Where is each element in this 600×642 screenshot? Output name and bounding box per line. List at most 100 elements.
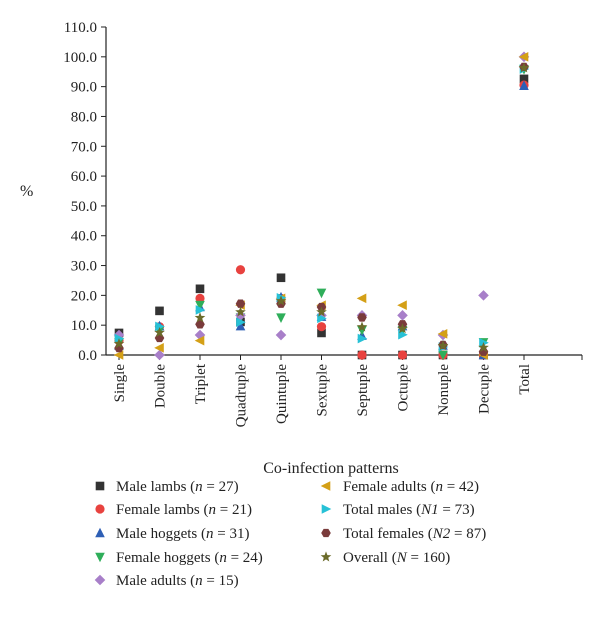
data-point [438, 350, 448, 361]
data-point [113, 338, 125, 349]
data-point [357, 350, 367, 360]
legend-item: Male adults (n = 15) [94, 573, 239, 589]
x-tick-label: Septuple [355, 364, 371, 417]
x-tick-label: Octuple [396, 364, 412, 412]
data-point [397, 350, 408, 360]
y-tick-label: 100.0 [63, 50, 97, 66]
legend-item: Female hoggets (n = 24) [95, 550, 263, 566]
data-point [113, 350, 124, 360]
data-point [356, 321, 368, 332]
y-axis-title: % [20, 183, 33, 200]
data-point [479, 337, 489, 348]
data-point [316, 322, 327, 332]
y-tick-label: 0.0 [78, 348, 97, 364]
data-point [155, 306, 164, 316]
data-point [519, 80, 529, 91]
legend-marker [95, 481, 105, 491]
data-point [356, 293, 367, 304]
x-tick-label: Total [517, 364, 533, 395]
legend-label: Male hoggets (n = 31) [116, 526, 249, 542]
data-point [195, 320, 205, 329]
legend-marker [320, 481, 331, 491]
legend-label: Total females (N2 = 87) [343, 526, 486, 542]
y-tick-label: 40.0 [71, 229, 97, 245]
legend-marker [320, 551, 332, 562]
data-point [397, 323, 408, 334]
legend-item: Total females (N2 = 87) [321, 526, 486, 542]
data-point [478, 290, 489, 301]
series [113, 62, 530, 353]
data-point [275, 295, 287, 306]
data-point [154, 349, 165, 361]
legend-item: Female lambs (n = 21) [95, 502, 252, 518]
legend-label: Overall (N = 160) [343, 550, 450, 566]
data-point [194, 335, 205, 346]
data-point [357, 333, 368, 344]
data-point [518, 62, 530, 73]
legend-item: Male hoggets (n = 31) [95, 526, 249, 542]
legend-item: Overall (N = 160) [320, 550, 450, 566]
legend-marker [95, 552, 105, 563]
data-point [317, 328, 326, 338]
y-tick-label: 90.0 [71, 80, 97, 96]
y-tick-labels: 0.0 10.0 20.0 30.0 40.0 50.0 60.0 70.0 80.0 90.0 1… [63, 20, 97, 364]
legend-item: Total males (N1 = 73) [321, 502, 475, 518]
y-tick-label: 110.0 [64, 20, 97, 36]
legend-marker [95, 527, 105, 538]
legend-label: Female hoggets (n = 24) [116, 550, 263, 566]
data-point [235, 299, 246, 308]
data-point [154, 327, 165, 338]
legend-marker [94, 574, 106, 586]
data-point [437, 329, 448, 339]
data-point [195, 305, 206, 315]
legend: Male lambs (n = 27) Female lambs (n = 21)… [94, 479, 486, 589]
x-tick-label: Quadruple [234, 364, 250, 428]
x-tick-label: Double [153, 364, 169, 409]
y-tick-label: 50.0 [71, 199, 97, 215]
data-point [518, 52, 529, 62]
x-tick-label: Single [112, 364, 128, 403]
data-point [235, 320, 246, 331]
data-point [236, 317, 246, 327]
data-point [195, 300, 205, 311]
data-point [276, 299, 286, 308]
data-point [235, 265, 246, 275]
data-point [194, 312, 206, 323]
data-point [154, 333, 165, 343]
legend-label: Male lambs (n = 27) [116, 479, 239, 495]
legend-label: Female lambs (n = 21) [116, 502, 252, 518]
data-points [113, 51, 530, 361]
x-axis-title: Co-infection patterns [263, 460, 399, 477]
legend-label: Female adults (n = 42) [343, 479, 479, 495]
legend-marker [321, 528, 331, 538]
data-point [357, 313, 367, 322]
data-point [519, 74, 529, 84]
data-point [437, 340, 449, 351]
y-tick-label: 70.0 [71, 139, 97, 155]
data-point [195, 284, 205, 294]
data-point [478, 341, 489, 353]
legend-label: Male adults (n = 15) [116, 573, 239, 589]
legend-label: Total males (N1 = 73) [343, 502, 475, 518]
y-tick-label: 80.0 [71, 109, 97, 125]
x-tick-labels: Single Double Triplet Quadruple Quintuple Sex… [112, 363, 533, 427]
data-point [317, 313, 327, 324]
x-tick-label: Decuple [477, 364, 493, 414]
data-point [397, 310, 408, 321]
y-tick-label: 20.0 [71, 288, 97, 304]
data-point [114, 333, 125, 344]
legend-marker [321, 504, 332, 514]
data-point [276, 273, 286, 283]
x-tick-label: Nonuple [436, 364, 452, 416]
x-tick-label: Quintuple [274, 364, 290, 424]
y-tick-label: 30.0 [71, 259, 97, 275]
legend-item: Female adults (n = 42) [320, 479, 479, 495]
data-point [154, 343, 164, 353]
data-point [397, 300, 407, 311]
data-point [155, 321, 165, 332]
data-point [316, 306, 327, 317]
x-tick-label: Sextuple [315, 364, 331, 417]
legend-item: Male lambs (n = 27) [95, 479, 239, 495]
data-point [235, 310, 246, 321]
